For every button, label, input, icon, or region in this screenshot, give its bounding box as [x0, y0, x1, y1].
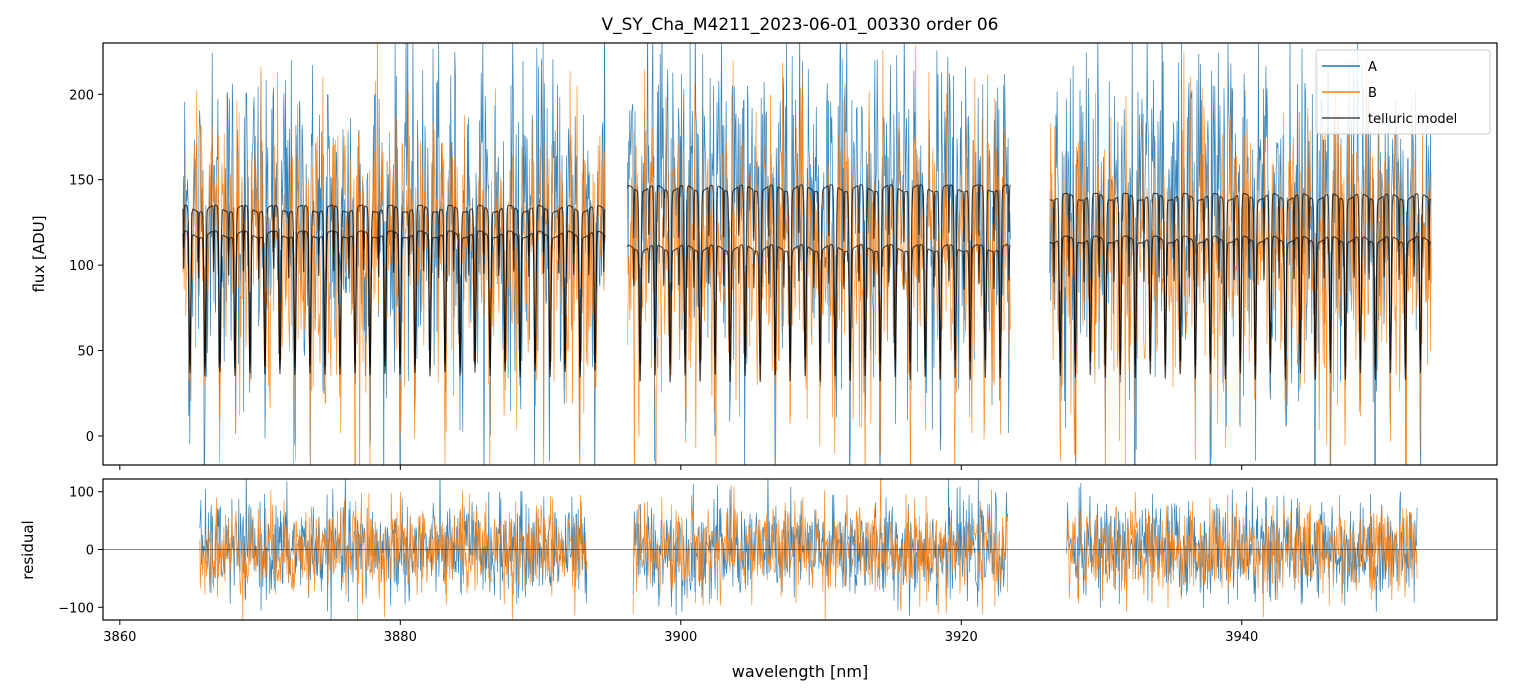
residual-y-tick-label-100: 100 — [69, 486, 94, 501]
residual-y-tick-label--100: −100 — [58, 601, 94, 616]
flux-y-tick-label-200: 200 — [69, 88, 94, 103]
flux-y-tick-label-0: 0 — [86, 430, 94, 445]
legend-label-a: A — [1368, 60, 1377, 75]
series-b-residual-segment-1 — [199, 489, 588, 620]
x-tick-label-3860: 3860 — [103, 630, 136, 645]
legend-label-telluric: telluric model — [1368, 112, 1457, 127]
telluric-model-a-segment-2 — [626, 184, 1011, 365]
flux-y-tick-label-150: 150 — [69, 174, 94, 189]
flux-y-axis-label: flux [ADU] — [30, 215, 48, 292]
series-b-residual-segment-2 — [632, 479, 1008, 620]
flux-y-tick-label-100: 100 — [69, 259, 94, 274]
series-a-flux-segment-1 — [182, 43, 606, 465]
flux-panel-frame — [102, 42, 1498, 466]
residual-y-axis-label: residual — [19, 520, 37, 579]
chart-title: V_SY_Cha_M4211_2023-06-01_00330 order 06 — [602, 15, 999, 35]
x-tick-label-3880: 3880 — [384, 630, 417, 645]
x-axis-label: wavelength [nm] — [732, 662, 869, 681]
residual-y-tick-label-0: 0 — [86, 544, 94, 559]
series-a-residual-segment-1 — [199, 479, 588, 620]
telluric-model-b-segment-1 — [182, 230, 606, 378]
x-tick-label-3920: 3920 — [945, 630, 978, 645]
legend-box — [1315, 49, 1491, 135]
telluric-model-b-segment-3 — [1049, 235, 1432, 380]
residual-panel: −100 0 100 3860 3880 3900 3920 3940 residual w… — [19, 478, 1498, 681]
telluric-model-b-segment-2 — [626, 244, 1011, 383]
flux-panel: 0 50 100 150 200 flux [ADU] A B telluric mod… — [30, 42, 1498, 470]
legend-label-b: B — [1368, 86, 1377, 101]
x-tick-label-3900: 3900 — [664, 630, 697, 645]
legend: A B telluric model — [1315, 49, 1491, 135]
flux-y-tick-label-50: 50 — [77, 345, 94, 360]
x-tick-label-3940: 3940 — [1225, 630, 1258, 645]
